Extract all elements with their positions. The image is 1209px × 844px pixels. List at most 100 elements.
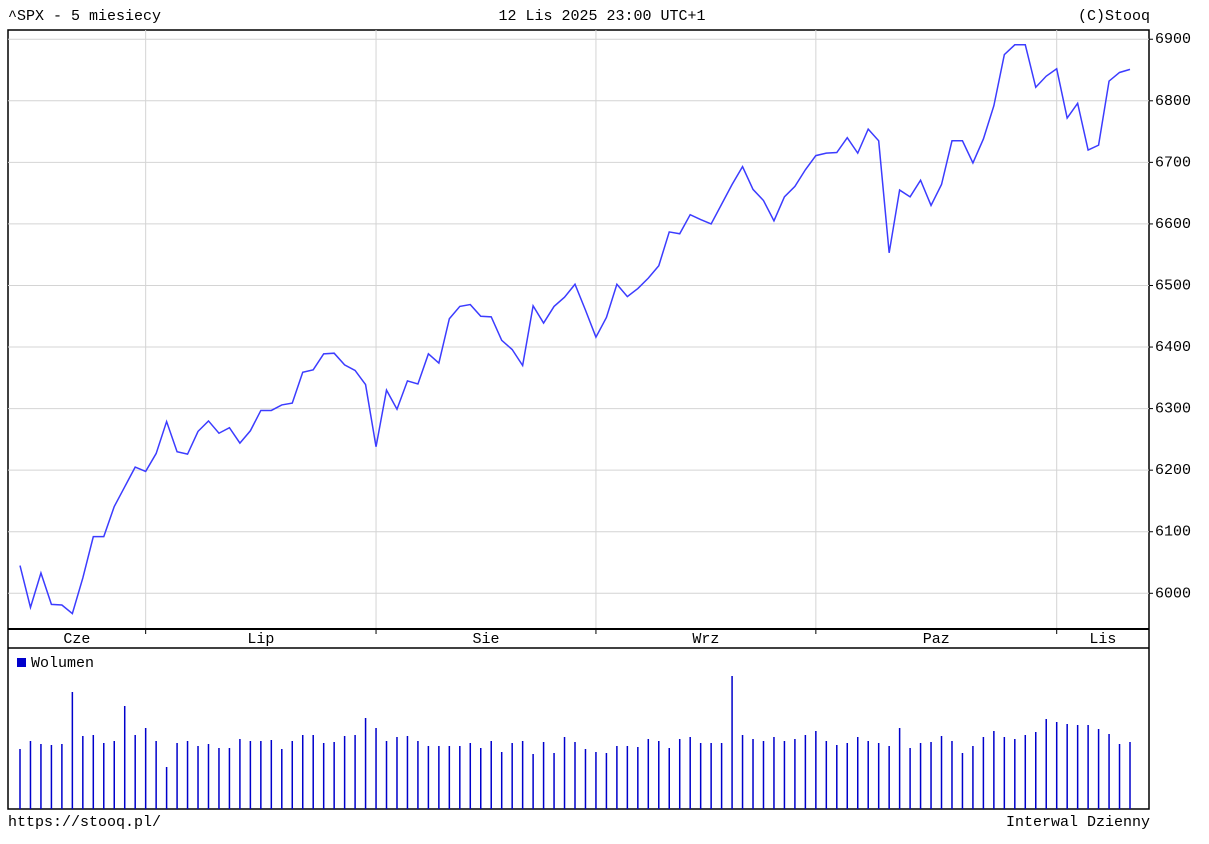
volume-bar	[480, 748, 482, 809]
volume-bar	[794, 739, 796, 809]
volume-bar	[731, 676, 733, 809]
volume-bar	[532, 754, 534, 809]
volume-bar	[647, 739, 650, 809]
volume-bar	[1108, 734, 1110, 809]
y-tick-label: 6400	[1155, 339, 1191, 356]
volume-bar	[469, 743, 472, 809]
volume-bar	[595, 752, 597, 809]
y-tick-label: 6100	[1155, 524, 1191, 541]
volume-bar	[815, 731, 817, 809]
volume-bar	[165, 767, 168, 809]
volume-bar	[260, 741, 262, 809]
volume-bar	[123, 706, 126, 809]
volume-bar	[689, 737, 691, 809]
volume-bar	[1076, 725, 1079, 809]
y-tick-label: 6600	[1155, 216, 1191, 233]
volume-bar	[909, 748, 911, 809]
volume-bar	[249, 741, 252, 809]
volume-bar	[1014, 739, 1016, 809]
volume-bar	[993, 731, 995, 809]
volume-bar	[61, 744, 63, 809]
volume-bar	[741, 735, 744, 809]
y-tick-label: 6800	[1155, 93, 1191, 110]
y-tick-label: 6500	[1155, 277, 1191, 294]
volume-bar	[281, 749, 283, 809]
volume-bar	[218, 748, 220, 809]
volume-bar	[448, 746, 451, 809]
volume-bar	[773, 737, 775, 809]
volume-bar	[207, 744, 210, 809]
volume-bar	[29, 741, 32, 809]
y-tick-label: 6300	[1155, 401, 1191, 418]
volume-bar	[846, 743, 849, 809]
volume-bar	[877, 743, 880, 809]
volume-bar	[197, 746, 199, 809]
volume-bar	[856, 737, 859, 809]
volume-bar	[385, 741, 388, 809]
volume-bar	[867, 741, 869, 809]
chart-title: ^SPX - 5 miesiecy	[8, 8, 161, 25]
frame	[7, 29, 1150, 810]
volume-bar	[333, 742, 335, 809]
volume-bar	[930, 742, 932, 809]
volume-bar	[490, 741, 492, 809]
volume-bar	[888, 746, 890, 809]
volume-bar	[427, 746, 430, 809]
volume-bar	[144, 728, 147, 809]
volume-bar	[972, 746, 974, 809]
volume-bar	[417, 741, 419, 809]
volume-bar	[574, 742, 576, 809]
x-tick-label: Paz	[923, 631, 950, 648]
volume-bar	[155, 741, 157, 809]
x-tick-label: Cze	[63, 631, 90, 648]
volume-bar	[1097, 729, 1100, 809]
x-tick-label: Sie	[472, 631, 499, 648]
volume-bar	[82, 736, 84, 809]
volume-bar	[500, 752, 503, 809]
y-tick-label: 6000	[1155, 585, 1191, 602]
volume-bar	[553, 753, 555, 809]
volume-bar	[1087, 725, 1089, 809]
volume-bar	[563, 737, 566, 809]
footer-interval: Interwal Dzienny	[1006, 814, 1150, 831]
x-tick-label: Wrz	[692, 631, 719, 648]
volume-bar	[1003, 737, 1006, 809]
volume-bar	[406, 736, 409, 809]
volume-bar	[364, 718, 367, 809]
footer-url[interactable]: https://stooq.pl/	[8, 814, 161, 831]
volume-bar	[312, 735, 314, 809]
volume-bar	[783, 741, 786, 809]
volume-bar	[658, 741, 660, 809]
volume-bar	[354, 735, 356, 809]
volume-bar	[176, 743, 178, 809]
volume-bar	[762, 741, 765, 809]
volume-bar	[616, 746, 618, 809]
volume-bar	[343, 736, 346, 809]
volume-bar	[511, 743, 513, 809]
volume-bar	[270, 740, 273, 809]
volume-bar	[825, 741, 828, 809]
volume-bar	[1055, 722, 1058, 809]
volume-bar	[186, 741, 189, 809]
volume-bar	[951, 741, 953, 809]
volume-bar	[375, 728, 377, 809]
volume-bar	[1118, 744, 1121, 809]
volume-bar	[1129, 742, 1131, 809]
volume-bar	[584, 749, 587, 809]
volume-bar	[134, 735, 136, 809]
volume-bar	[301, 735, 304, 809]
volume-bar	[836, 745, 838, 809]
volume-bar	[1045, 719, 1047, 809]
volume-bar	[1024, 735, 1027, 809]
volume-bar	[438, 746, 440, 809]
volume-bar	[1066, 724, 1068, 809]
legend-swatch	[17, 658, 26, 667]
volume-bar	[322, 743, 325, 809]
volume-bar	[919, 743, 922, 809]
volume-bar	[396, 737, 398, 809]
volume-bar	[961, 753, 964, 809]
legend-label: Wolumen	[31, 655, 94, 672]
volume-bar	[626, 746, 629, 809]
credit: (C)Stooq	[1078, 8, 1150, 25]
